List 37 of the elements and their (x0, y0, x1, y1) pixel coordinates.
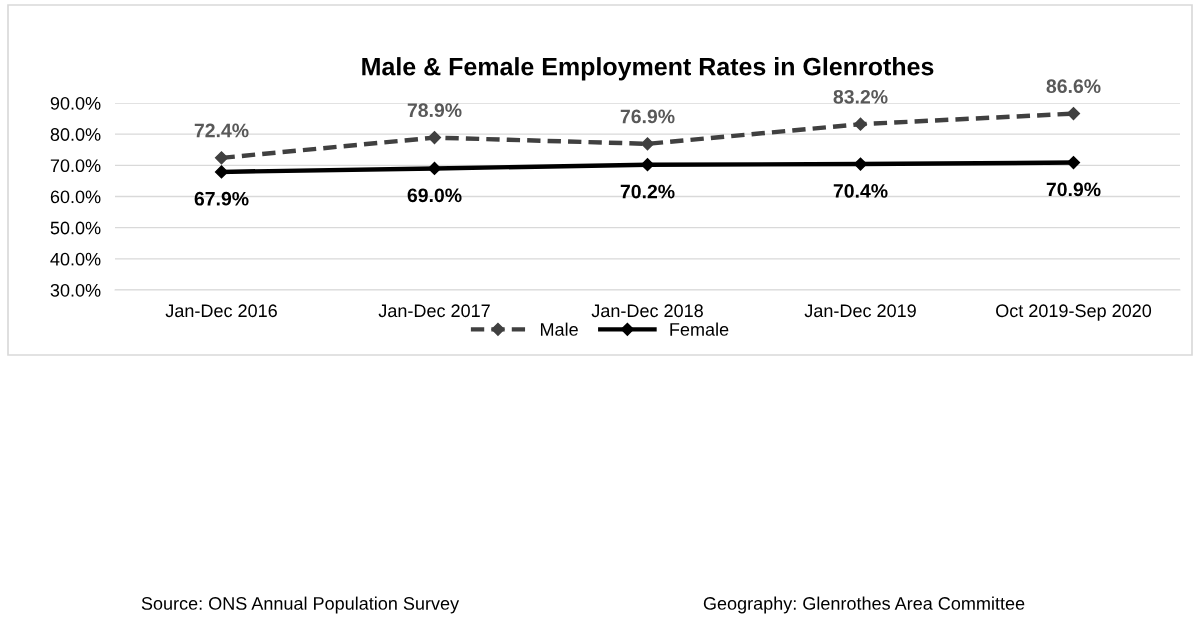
point (1066, 155, 1081, 170)
data-label: 76.9% (620, 109, 675, 124)
y-tick-label: 60.0% (50, 190, 101, 204)
data-label: 67.9% (194, 191, 249, 206)
point (640, 158, 655, 172)
x-tick-label: Jan-Dec 2019 (804, 304, 916, 318)
y-tick-label: 90.0% (50, 96, 101, 110)
y-tick-label: 40.0% (50, 252, 101, 266)
source-note: Source: ONS Annual Population Survey (141, 596, 460, 614)
point (214, 151, 229, 165)
data-label: 69.0% (407, 188, 462, 203)
data-label: 72.4% (194, 123, 249, 138)
data-label: 86.6% (1046, 79, 1101, 94)
y-tick-label: 30.0% (50, 283, 101, 297)
point (214, 165, 229, 179)
y-tick-label: 50.0% (50, 221, 101, 235)
legend-label: Male (540, 322, 578, 336)
data-label: 70.2% (620, 184, 675, 199)
data-label: 70.4% (833, 184, 888, 198)
point (427, 161, 442, 176)
x-tick-label: Jan-Dec 2016 (165, 304, 277, 318)
legend-label: Female (670, 322, 729, 336)
y-tick-label: 70.0% (50, 159, 101, 173)
point (1066, 107, 1081, 121)
y-tick-label: 80.0% (50, 128, 101, 141)
data-label: 83.2% (833, 89, 888, 104)
chart-title: Male & Female Employment Rates in Glenrothes (362, 57, 934, 81)
point (853, 117, 868, 131)
point (640, 137, 655, 151)
data-label: 70.9% (1046, 182, 1101, 197)
x-tick-label: Oct 2019-Sep 2020 (996, 304, 1152, 321)
point (853, 157, 868, 171)
x-tick-label: Jan-Dec 2017 (378, 304, 490, 318)
x-tick-label: Jan-Dec 2018 (591, 304, 703, 318)
data-label: 78.9% (407, 103, 462, 118)
text: Geography: Glenrothes Area Committee (703, 596, 1025, 614)
point (427, 131, 442, 145)
